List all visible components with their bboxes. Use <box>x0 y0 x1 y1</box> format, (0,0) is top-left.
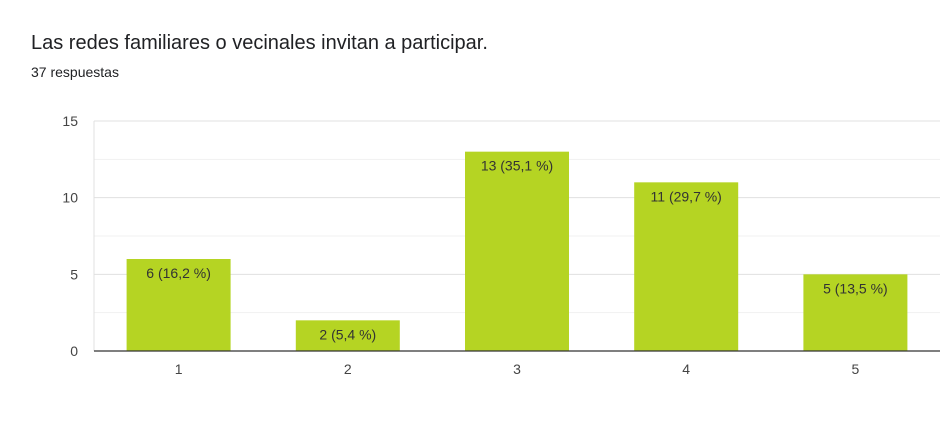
data-label: 5 (13,5 %) <box>823 280 888 296</box>
gridlines <box>93 120 940 351</box>
bar-4[interactable] <box>634 182 739 351</box>
y-tick-label: 15 <box>62 113 78 129</box>
bar-1[interactable] <box>126 259 231 351</box>
x-axis-labels: 1 2 3 4 5 <box>175 361 860 377</box>
x-tick-label: 1 <box>175 361 183 377</box>
y-axis-labels: 0 5 10 15 <box>62 113 78 359</box>
x-tick-label: 2 <box>344 361 352 377</box>
x-tick-label: 4 <box>682 361 690 377</box>
bar-3[interactable] <box>465 151 569 351</box>
bar-5[interactable] <box>803 274 908 351</box>
y-tick-label: 0 <box>70 343 78 359</box>
data-label: 2 (5,4 %) <box>319 326 376 342</box>
chart-title: Las redes familiares o vecinales invitan… <box>31 32 488 54</box>
bars: 6 (16,2 %) 2 (5,4 %) 13 (35,1 %) 11 (29,7 %… <box>126 151 908 351</box>
x-tick-label: 5 <box>852 361 860 377</box>
bar-2[interactable] <box>295 320 400 351</box>
data-label: 11 (29,7 %) <box>651 188 722 204</box>
data-label: 6 (16,2 %) <box>146 265 211 281</box>
y-tick-label: 5 <box>70 266 78 282</box>
x-tick-label: 3 <box>513 361 521 377</box>
data-label: 13 (35,1 %) <box>481 158 553 174</box>
y-tick-label: 10 <box>62 190 78 206</box>
response-count: 37 respuestas <box>31 64 119 80</box>
